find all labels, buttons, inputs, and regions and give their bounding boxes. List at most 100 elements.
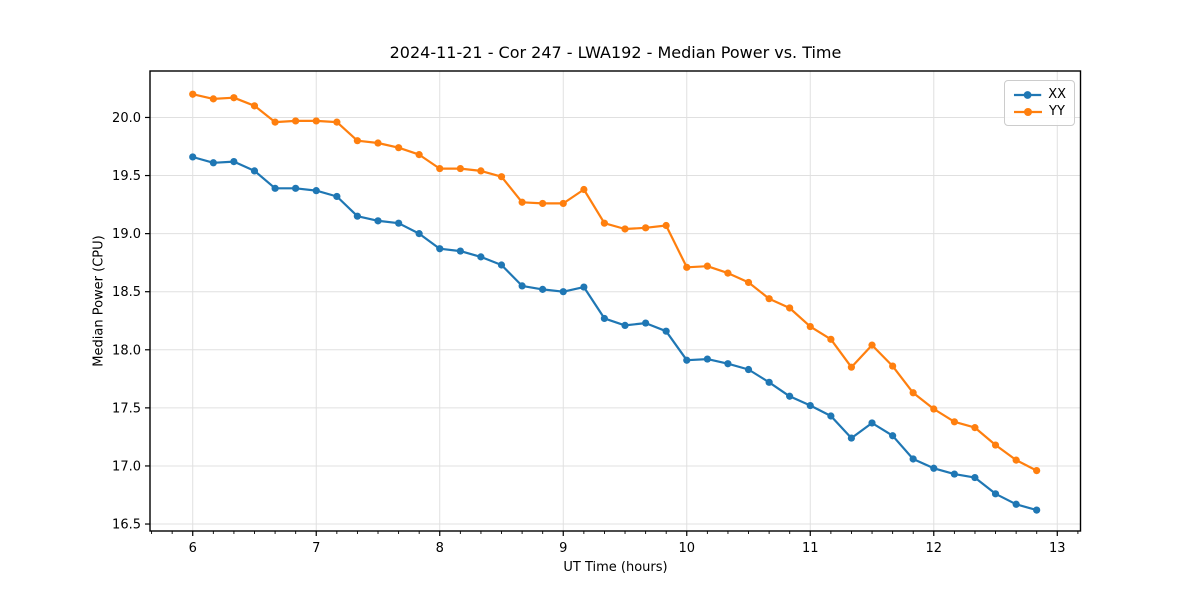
data-point-xx	[868, 419, 876, 427]
data-point-yy	[724, 269, 732, 277]
data-point-yy	[621, 225, 629, 233]
data-point-xx	[497, 261, 506, 269]
data-point-yy	[662, 221, 670, 230]
chart-title: 2024-11-21 - Cor 247 - LWA192 - Median P…	[389, 43, 842, 62]
data-point-yy	[209, 95, 217, 103]
data-point-xx	[806, 401, 814, 410]
data-point-yy	[250, 102, 259, 110]
x-tick-label: 6	[189, 541, 197, 556]
data-point-xx	[889, 432, 897, 440]
data-point-xx	[1033, 506, 1041, 514]
data-point-yy	[889, 362, 897, 370]
data-point-xx	[950, 470, 958, 478]
series-line-yy	[192, 93, 1038, 472]
data-point-xx	[991, 490, 1000, 498]
data-point-yy	[600, 219, 608, 227]
data-point-yy	[1033, 466, 1041, 475]
data-point-yy	[991, 441, 1000, 449]
data-point-yy	[559, 199, 567, 208]
data-point-yy	[971, 424, 979, 432]
legend-item-xx: XX	[1013, 87, 1066, 103]
data-point-yy	[1012, 456, 1020, 464]
data-point-xx	[1012, 500, 1020, 508]
data-point-xx	[250, 167, 259, 175]
data-point-xx	[580, 283, 588, 291]
data-point-xx	[909, 455, 917, 463]
data-point-yy	[930, 405, 938, 413]
data-point-yy	[415, 151, 423, 159]
data-point-xx	[971, 473, 979, 482]
data-point-xx	[395, 219, 403, 227]
data-point-yy	[518, 198, 526, 206]
legend-label-yy: YY	[1049, 104, 1065, 119]
data-point-xx	[271, 184, 279, 192]
data-point-yy	[765, 295, 773, 303]
data-point-yy	[292, 117, 300, 125]
y-tick-label: 18.5	[112, 285, 141, 300]
data-point-yy	[436, 164, 444, 173]
data-point-xx	[189, 153, 197, 161]
yy-line-marker-icon	[1014, 107, 1042, 116]
data-point-xx	[456, 247, 464, 255]
data-point-yy	[230, 94, 238, 102]
data-point-yy	[395, 144, 403, 152]
y-tick-label: 19.0	[112, 227, 141, 242]
data-point-xx	[312, 187, 320, 195]
data-point-xx	[539, 285, 547, 293]
data-point-xx	[415, 230, 423, 238]
data-point-yy	[786, 304, 794, 312]
data-point-yy	[312, 117, 320, 125]
data-point-xx	[827, 412, 835, 420]
data-point-yy	[333, 118, 341, 126]
x-tick-label: 13	[1049, 541, 1066, 556]
data-point-yy	[868, 341, 876, 349]
data-point-xx	[353, 212, 361, 220]
data-point-xx	[374, 217, 382, 225]
data-point-yy	[744, 278, 753, 287]
data-point-yy	[539, 199, 547, 208]
data-point-xx	[744, 365, 753, 374]
y-tick-label: 19.5	[112, 169, 141, 184]
data-point-yy	[806, 322, 814, 331]
data-point-xx	[724, 360, 732, 368]
data-point-yy	[456, 164, 464, 173]
data-point-xx	[847, 434, 855, 442]
data-point-xx	[518, 282, 526, 290]
data-point-yy	[580, 185, 588, 194]
data-point-yy	[353, 137, 361, 145]
data-point-yy	[703, 262, 711, 270]
data-point-xx	[559, 288, 567, 296]
data-point-yy	[497, 173, 506, 181]
data-point-xx	[703, 355, 711, 363]
data-point-xx	[621, 321, 629, 329]
data-point-yy	[374, 139, 382, 147]
x-tick-label: 8	[436, 541, 444, 556]
data-point-yy	[189, 90, 197, 98]
data-point-xx	[209, 159, 217, 167]
y-tick-label: 17.0	[112, 459, 141, 474]
data-point-yy	[827, 335, 835, 343]
legend: XX YY	[1004, 80, 1075, 126]
x-tick-label: 11	[802, 541, 819, 556]
data-point-xx	[436, 245, 444, 253]
data-point-yy	[477, 167, 485, 175]
y-tick-label: 17.5	[112, 401, 141, 416]
y-tick-label: 20.0	[112, 111, 141, 126]
axes-spines	[149, 70, 1082, 532]
legend-label-xx: XX	[1048, 87, 1066, 102]
data-point-xx	[292, 184, 300, 192]
data-point-xx	[333, 192, 341, 201]
data-point-xx	[765, 378, 773, 386]
legend-item-yy: YY	[1013, 104, 1066, 120]
data-point-xx	[662, 327, 670, 335]
x-axis-label: UT Time (hours)	[563, 560, 668, 575]
data-point-xx	[642, 319, 650, 327]
x-tick-label: 10	[678, 541, 695, 556]
data-point-yy	[271, 118, 279, 126]
x-tick-label: 12	[926, 541, 943, 556]
data-point-xx	[230, 158, 238, 166]
data-point-yy	[847, 363, 855, 371]
y-tick-label: 18.0	[112, 343, 141, 358]
data-point-yy	[909, 389, 917, 397]
